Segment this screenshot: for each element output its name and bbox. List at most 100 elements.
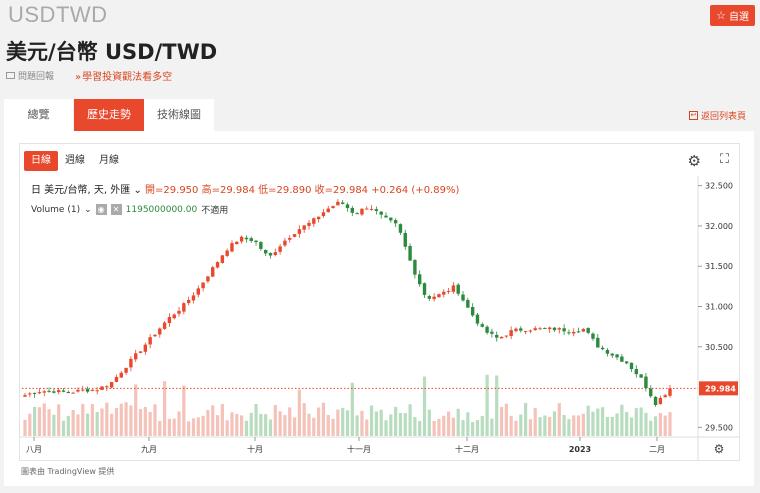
volume-bar: [379, 409, 383, 436]
volume-bar: [504, 403, 508, 436]
volume-bar: [538, 417, 542, 436]
axis-settings-gear-icon: ⚙: [714, 442, 725, 456]
volume-bar: [446, 411, 451, 436]
candle-body: [220, 255, 225, 263]
volume-bar: [658, 412, 662, 436]
tab-history[interactable]: 歷史走勢: [74, 99, 144, 131]
volume-bar: [514, 420, 518, 436]
candle-body: [225, 250, 229, 256]
volume-bar: [148, 411, 152, 436]
volume-bar: [384, 420, 388, 436]
gear-icon[interactable]: ⚙: [687, 152, 701, 170]
volume-bar: [331, 418, 335, 436]
volume-bar: [437, 418, 441, 436]
volume-bar: [345, 410, 350, 436]
candle-body: [379, 211, 383, 215]
volume-value: 1195000000.00: [125, 204, 198, 215]
volume-bar: [57, 404, 61, 436]
learn-link[interactable]: » 學習投資觀法看多空: [75, 68, 172, 83]
legend-symbol: 日 美元/台幣, 天, 外匯: [31, 185, 131, 196]
volume-bar: [225, 420, 229, 436]
volume-bar: [576, 415, 581, 436]
candle-body: [365, 208, 369, 210]
candle-body: [495, 334, 499, 338]
volume-bar: [28, 413, 32, 436]
candle-body: [634, 369, 639, 375]
candle-body: [292, 234, 297, 237]
volume-bar: [211, 405, 215, 436]
candle-body: [302, 225, 306, 230]
volume-bar: [76, 414, 80, 436]
candle-body: [268, 253, 273, 256]
volume-bar: [480, 415, 484, 436]
candle-body: [182, 303, 186, 312]
volume-bar: [249, 412, 253, 436]
candle-body: [557, 328, 561, 330]
interval-weekly[interactable]: 週線: [65, 154, 85, 166]
volume-bar: [129, 405, 133, 436]
candle-body: [148, 337, 152, 345]
add-to-watchlist-button[interactable]: ☆ 自選: [710, 5, 755, 26]
candle-body: [259, 242, 263, 249]
volume-bar: [523, 403, 528, 436]
report-issue-label: 問題回報: [18, 72, 55, 82]
candle-body: [620, 356, 624, 362]
candle-body: [23, 395, 27, 397]
candle-body: [28, 393, 32, 395]
candle-body: [191, 295, 196, 301]
candle-body: [466, 299, 470, 308]
candle-body: [124, 367, 128, 373]
candle-body: [61, 390, 66, 392]
legend-collapse-icon[interactable]: ⌄: [133, 185, 142, 196]
interval-daily[interactable]: 日線: [24, 150, 58, 171]
candle-body: [572, 331, 576, 334]
candle-body: [562, 328, 566, 332]
candle-body: [129, 358, 133, 368]
volume-bar: [81, 403, 85, 436]
volume-bar: [215, 415, 220, 436]
volume-bar: [418, 420, 422, 436]
volume-bar: [615, 413, 619, 436]
volume-bar: [23, 419, 27, 436]
candle-body: [177, 310, 181, 314]
candle-body: [403, 232, 407, 247]
candle-body: [581, 328, 586, 332]
back-to-list-link[interactable]: ↩ 返回列表頁: [688, 109, 746, 122]
back-to-list-label: 返回列表頁: [700, 112, 746, 122]
chevron-down-icon[interactable]: ⌄: [84, 204, 92, 215]
volume-bar: [663, 415, 667, 436]
tab-technical-chart[interactable]: 技術線圖: [144, 99, 214, 131]
volume-bar: [61, 420, 66, 436]
candle-body: [432, 296, 436, 300]
candle-body: [172, 314, 176, 319]
volume-bar: [259, 413, 263, 436]
candle-body: [427, 296, 432, 299]
eye-icon[interactable]: ◉: [95, 204, 107, 215]
candle-body: [509, 330, 513, 337]
report-issue-link[interactable]: 問題回報: [6, 69, 54, 82]
tab-overview[interactable]: 總覽: [4, 99, 73, 131]
close-icon[interactable]: ✕: [110, 204, 122, 215]
candle-body: [485, 326, 489, 333]
volume-bar: [605, 416, 610, 436]
volume-bar: [124, 402, 128, 436]
volume-bar: [336, 409, 340, 436]
candle-body: [360, 208, 364, 215]
candle-body: [663, 395, 667, 398]
volume-bar: [461, 420, 465, 436]
x-tick-label: 九月: [141, 445, 157, 454]
candle-body: [639, 374, 643, 378]
volume-bar: [119, 403, 123, 436]
volume-bar: [162, 381, 167, 436]
volume-bar: [533, 407, 537, 436]
volume-bar: [71, 409, 75, 436]
candle-body: [90, 389, 95, 391]
watchlist-label: 自選: [729, 12, 749, 23]
volume-bar: [398, 413, 403, 436]
fullscreen-icon[interactable]: ⛶: [719, 152, 729, 167]
last-price-tag: [699, 381, 738, 396]
interval-monthly[interactable]: 月線: [99, 154, 119, 166]
candle-body: [350, 207, 355, 213]
candle-body: [143, 344, 148, 352]
